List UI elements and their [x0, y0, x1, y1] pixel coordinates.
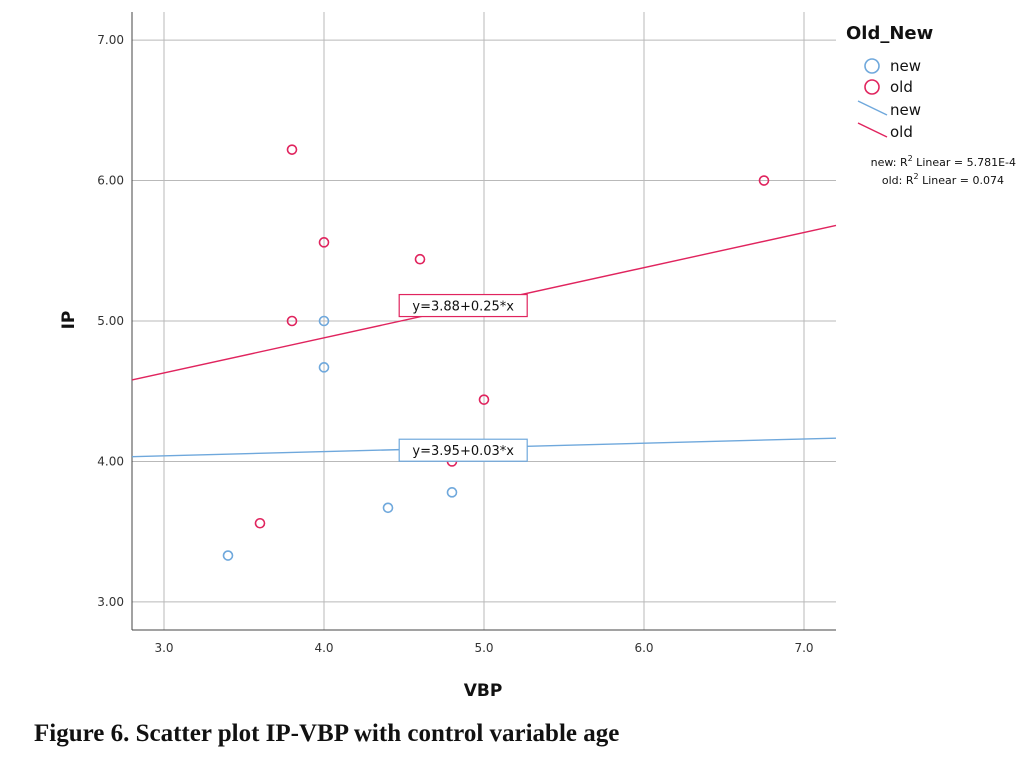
point-new	[446, 487, 458, 498]
y-tick-label: 3.00	[97, 595, 124, 609]
r2-old: old: R2 Linear = 0.074	[882, 172, 1004, 187]
point-old	[318, 237, 330, 248]
point-old	[286, 144, 298, 155]
legend-title: Old_New	[846, 23, 933, 44]
legend-marker-label-old: old	[890, 78, 913, 96]
r2-new-prefix: new: R	[871, 156, 908, 169]
y-tick-label: 7.00	[97, 33, 124, 47]
legend-line-label-old: old	[890, 123, 913, 141]
y-axis-title: IP	[59, 311, 79, 330]
axes: 3.0 4.0 5.0 6.0 7.0 3.00 4.00 5.00 6.00 7.00	[97, 12, 836, 655]
point-old	[254, 517, 266, 529]
x-tick-label: 6.0	[634, 641, 653, 655]
r2-new: new: R2 Linear = 5.781E-4	[871, 154, 1016, 169]
grid	[132, 12, 836, 630]
fit-equation-box-old	[398, 293, 528, 318]
fit-equation-old: y=3.88+0.25*x	[412, 300, 514, 315]
point-old	[414, 253, 426, 265]
data-points	[222, 144, 770, 561]
x-tick-label: 4.0	[314, 641, 333, 655]
point-old	[286, 315, 298, 327]
figure-caption: Figure 6. Scatter plot IP-VBP with contr…	[34, 720, 620, 747]
legend: Old_New new old new old new: R2 Linear =…	[846, 23, 1016, 187]
point-new	[318, 362, 330, 373]
y-tick-label: 6.00	[97, 174, 124, 188]
scatter-chart: 3.0 4.0 5.0 6.0 7.0 3.00 4.00 5.00 6.00 7.00 y=3.…	[59, 12, 1016, 701]
r2-old-suffix: Linear = 0.074	[919, 174, 1004, 187]
legend-marker-label-new: new	[890, 57, 921, 75]
legend-marker-new	[864, 58, 880, 74]
x-axis-title: VBP	[464, 681, 503, 701]
x-tick-label: 3.0	[154, 641, 173, 655]
point-old	[758, 175, 770, 186]
y-tick-label: 5.00	[97, 314, 124, 328]
x-tick-label: 7.0	[794, 641, 813, 655]
point-old	[478, 394, 490, 405]
point-new	[382, 502, 394, 514]
legend-line-old	[857, 122, 888, 138]
x-tick-label: 5.0	[474, 641, 493, 655]
r2-new-suffix: Linear = 5.781E-4	[913, 156, 1016, 169]
r2-old-superscript: 2	[914, 172, 919, 181]
fit-equation-labels: y=3.95+0.03*x y=3.88+0.25*x	[398, 293, 528, 462]
point-new	[222, 550, 234, 561]
legend-marker-old	[864, 79, 880, 95]
r2-old-prefix: old: R	[882, 174, 914, 187]
fit-equation-new: y=3.95+0.03*x	[412, 444, 514, 459]
y-tick-label: 4.00	[97, 454, 124, 468]
fit-equation-box-new	[398, 438, 528, 462]
point-new	[318, 315, 330, 327]
legend-line-new	[857, 100, 888, 116]
legend-line-label-new: new	[890, 101, 921, 119]
r2-new-superscript: 2	[908, 154, 913, 163]
